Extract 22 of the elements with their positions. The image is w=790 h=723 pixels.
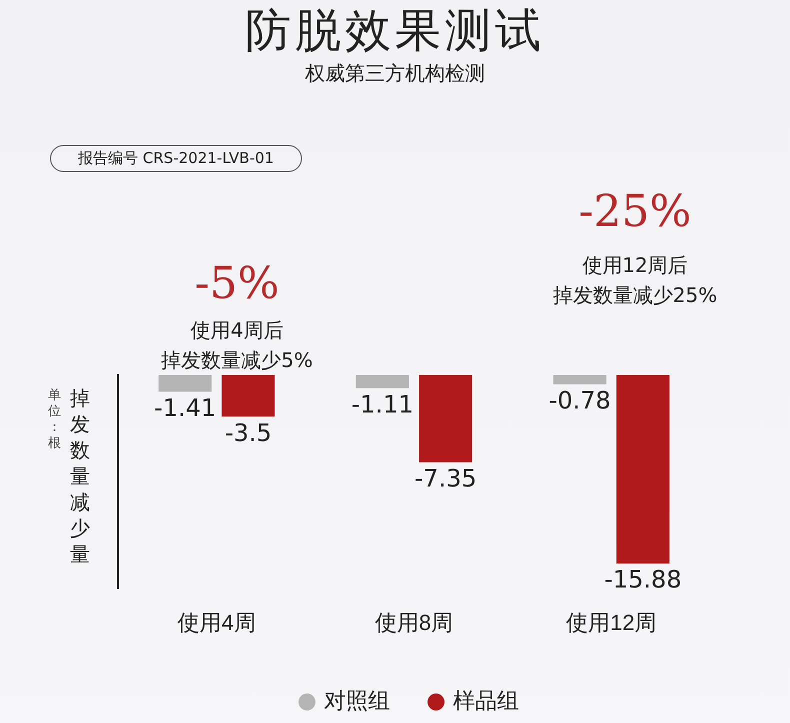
chart-subtitle: 权威第三方机构检测	[304, 60, 486, 87]
text: 掉发数量减少25%	[552, 282, 718, 309]
text: 掉发数量减少5%	[160, 347, 314, 374]
data-label: -15.88	[604, 566, 682, 594]
text: -25%	[578, 186, 692, 237]
x-tick-label: 使用4周	[178, 610, 256, 635]
text: 使用12周后	[581, 252, 689, 279]
y-axis-title: 掉发数量减少量	[70, 385, 90, 567]
text: 使用4周后	[190, 317, 284, 344]
text: 报告编号 CRS-2021-LVB-01	[50, 145, 302, 172]
x-tick-label: 使用8周	[374, 610, 454, 635]
legend-label: 对照组	[324, 688, 390, 714]
data-label: -0.78	[548, 386, 611, 414]
data-label: -1.11	[351, 390, 414, 418]
text: 单位：根	[48, 388, 61, 452]
chart-title: 防脱效果测试	[244, 2, 546, 59]
x-tick-label: 使用12周	[566, 610, 657, 635]
data-label: -1.41	[154, 394, 216, 422]
text: -5%	[194, 258, 280, 309]
legend-label: 样品组	[453, 688, 519, 714]
data-label: -7.35	[414, 464, 477, 492]
data-label: -3.5	[224, 418, 272, 447]
